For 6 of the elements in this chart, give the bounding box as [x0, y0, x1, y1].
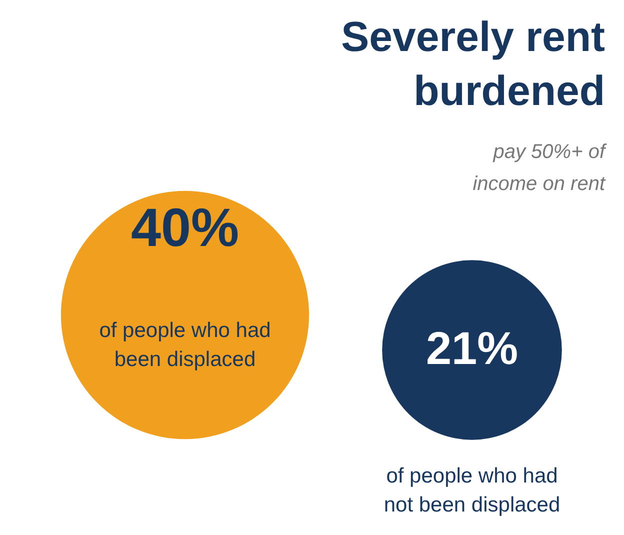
category-label: of people who had been displaced — [99, 319, 271, 371]
category-label: of people who had not been displaced — [384, 464, 560, 516]
data-label: 40% — [130, 198, 240, 258]
text: Severely rent burdened — [341, 13, 606, 114]
text: pay 50%+ of income on rent — [472, 141, 608, 195]
data-label: 21% — [426, 322, 518, 374]
